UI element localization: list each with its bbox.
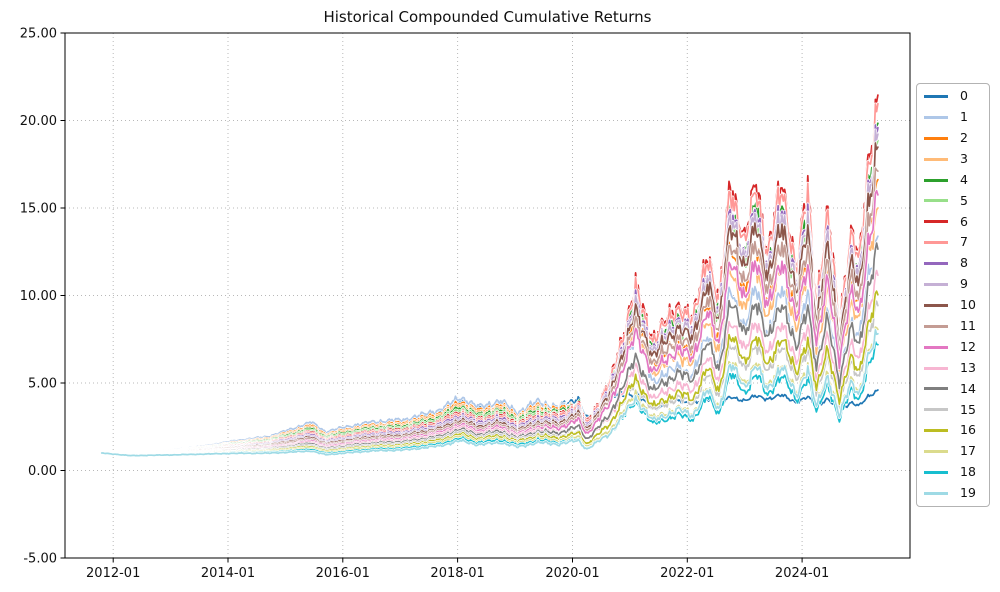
legend-entry-17: 17: [924, 441, 989, 462]
series-line-19: [100, 328, 879, 457]
legend-entry-label: 16: [960, 422, 976, 438]
legend-entry-6: 6: [924, 211, 989, 232]
legend-entry-9: 9: [924, 274, 989, 295]
x-tick-label: 2014-01: [201, 566, 255, 581]
legend-entry-14: 14: [924, 378, 989, 399]
y-tick-label: 0.00: [28, 464, 57, 479]
legend-entry-label: 7: [960, 234, 968, 250]
legend-line-swatch: [924, 408, 948, 412]
legend-line-swatch: [924, 345, 948, 349]
legend-entry-label: 3: [960, 150, 968, 166]
legend-line-swatch: [924, 115, 948, 119]
series-lines: [100, 93, 880, 458]
legend-line-swatch: [924, 470, 948, 474]
x-tick-label: 2012-01: [86, 566, 140, 581]
legend-entry-12: 12: [924, 337, 989, 358]
legend-entry-label: 15: [960, 401, 976, 417]
legend-entry-label: 0: [960, 88, 968, 104]
legend-entry-4: 4: [924, 170, 989, 191]
x-tick-label: 2024-01: [775, 566, 829, 581]
legend-entry-18: 18: [924, 462, 989, 483]
legend-line-swatch: [924, 324, 948, 328]
y-tick-label: -5.00: [23, 552, 57, 567]
legend-entry-0: 0: [924, 86, 989, 107]
y-tick-label: 20.00: [20, 114, 57, 129]
legend-entry-2: 2: [924, 128, 989, 149]
legend-entry-label: 10: [960, 297, 976, 313]
axis-tick-labels: -5.00 0.00 5.00 10.00 15.00 20.00 25.00 2012-01…: [20, 27, 829, 582]
legend-entry-label: 6: [960, 213, 968, 229]
legend-entry-label: 1: [960, 109, 968, 125]
legend-line-swatch: [924, 366, 948, 370]
x-tick-label: 2020-01: [545, 566, 599, 581]
x-tick-label: 2018-01: [430, 566, 484, 581]
legend-entry-19: 19: [924, 483, 989, 504]
legend-line-swatch: [924, 220, 948, 224]
legend-entry-3: 3: [924, 149, 989, 170]
legend-entry-7: 7: [924, 232, 989, 253]
legend-line-swatch: [924, 241, 948, 245]
legend-entry-label: 11: [960, 317, 976, 333]
legend-line-swatch: [924, 429, 948, 433]
legend-entry-label: 8: [960, 255, 968, 271]
legend-line-swatch: [924, 178, 948, 182]
legend-entry-1: 1: [924, 107, 989, 128]
x-tick-label: 2022-01: [660, 566, 714, 581]
legend-entry-label: 18: [960, 464, 976, 480]
legend-line-swatch: [924, 199, 948, 203]
legend-entry-13: 13: [924, 358, 989, 379]
legend-line-swatch: [924, 491, 948, 495]
legend-line-swatch: [924, 136, 948, 140]
y-tick-label: 10.00: [20, 289, 57, 304]
x-tick-label: 2016-01: [316, 566, 370, 581]
y-tick-label: 25.00: [20, 27, 57, 42]
legend-line-swatch: [924, 450, 948, 454]
y-tick-label: 5.00: [28, 377, 57, 392]
legend-entry-label: 9: [960, 276, 968, 292]
legend-line-swatch: [924, 262, 948, 266]
legend-entry-label: 17: [960, 443, 976, 459]
legend-entry-15: 15: [924, 399, 989, 420]
legend-entry-label: 13: [960, 359, 976, 375]
legend: 0 1 2 3 4 5 6 7 8 9 10 11 12 13 14 15 16 17 18 19: [916, 83, 990, 507]
legend-line-swatch: [924, 94, 948, 98]
legend-entry-10: 10: [924, 295, 989, 316]
y-tick-label: 15.00: [20, 202, 57, 217]
axis-ticks: [60, 32, 803, 563]
legend-entry-label: 4: [960, 171, 968, 187]
legend-entry-11: 11: [924, 316, 989, 337]
chart-title: Historical Compounded Cumulative Returns: [323, 8, 652, 26]
legend-entry-label: 19: [960, 485, 976, 501]
legend-entry-5: 5: [924, 190, 989, 211]
legend-entry-8: 8: [924, 253, 989, 274]
legend-entry-label: 12: [960, 338, 976, 354]
legend-entry-label: 14: [960, 380, 976, 396]
legend-entry-16: 16: [924, 420, 989, 441]
legend-line-swatch: [924, 387, 948, 391]
legend-line-swatch: [924, 282, 948, 286]
legend-line-swatch: [924, 157, 948, 161]
legend-line-swatch: [924, 303, 948, 307]
legend-entry-label: 2: [960, 129, 968, 145]
legend-entry-label: 5: [960, 192, 968, 208]
